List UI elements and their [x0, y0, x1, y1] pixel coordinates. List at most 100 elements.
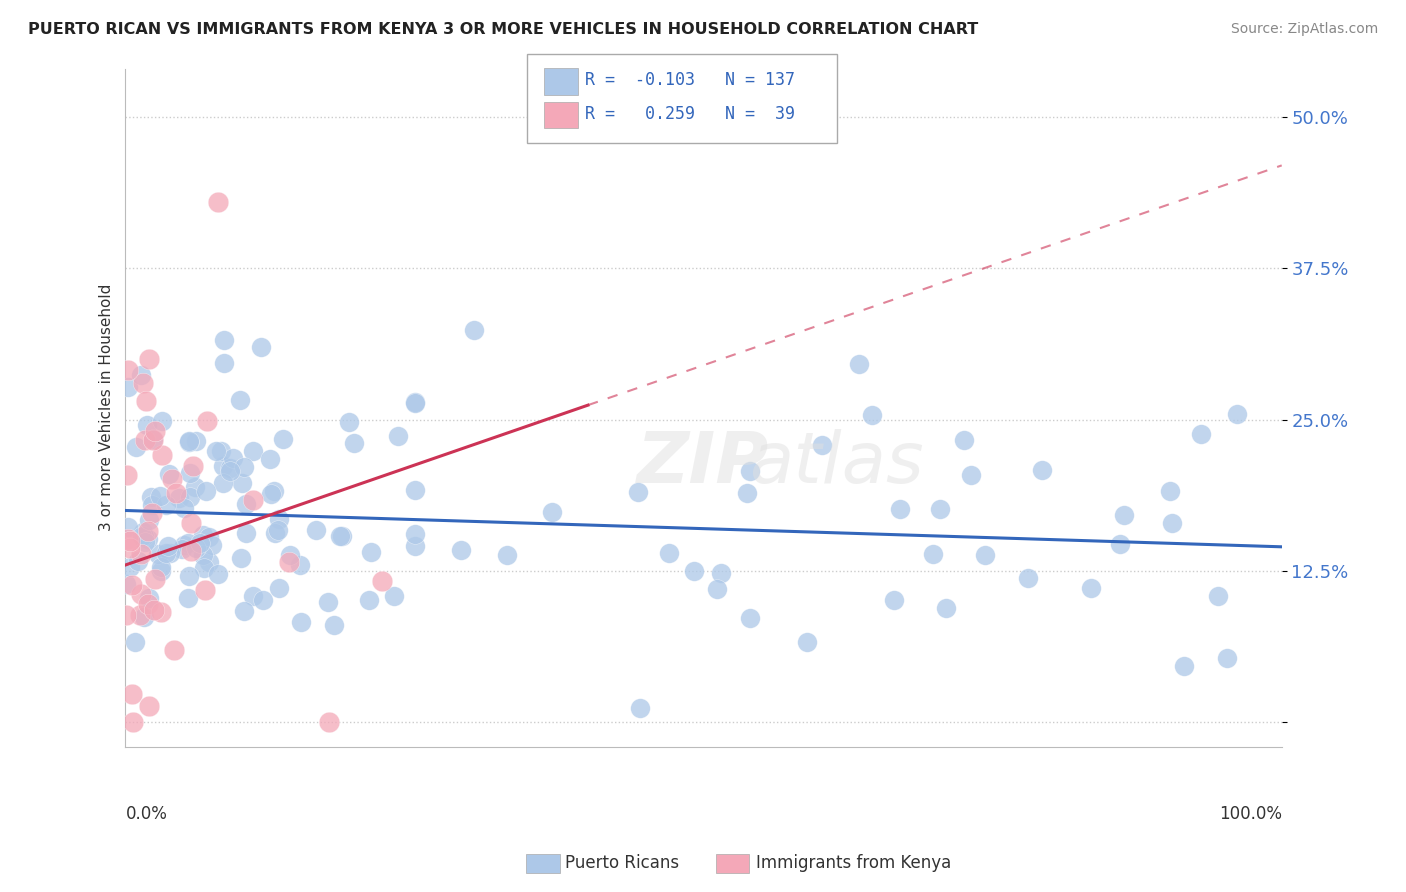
Point [706, 582, 728, 597]
Point [194, 484, 217, 499]
Point [658, 546, 681, 560]
Point [953, 433, 976, 447]
Point [160, 472, 183, 486]
Point [1226, 407, 1249, 421]
Point [121, 578, 143, 592]
Point [735, 485, 758, 500]
Point [1080, 581, 1102, 595]
Point [150, 605, 173, 619]
Point [212, 459, 235, 474]
Point [141, 490, 163, 504]
Point [149, 560, 172, 574]
Point [290, 615, 312, 629]
Point [357, 593, 380, 607]
Point [184, 434, 207, 449]
Point [180, 516, 202, 530]
Point [141, 498, 163, 512]
Point [142, 433, 165, 447]
Point [207, 566, 229, 581]
Point [134, 609, 156, 624]
Point [167, 491, 190, 505]
Point [263, 525, 285, 540]
Text: Puerto Ricans: Puerto Ricans [565, 855, 679, 872]
Point [135, 394, 157, 409]
Point [209, 444, 232, 458]
Point [342, 436, 364, 450]
Point [129, 547, 152, 561]
Point [136, 524, 159, 538]
Point [173, 500, 195, 515]
Point [159, 546, 181, 560]
Point [738, 611, 761, 625]
Point [198, 530, 221, 544]
Point [150, 448, 173, 462]
Point [233, 604, 256, 618]
Point [404, 483, 426, 497]
Point [142, 432, 165, 446]
Point [143, 572, 166, 586]
Point [127, 554, 149, 568]
Point [177, 569, 200, 583]
Point [267, 512, 290, 526]
Point [205, 444, 228, 458]
Point [330, 529, 353, 543]
Point [959, 467, 981, 482]
Point [371, 574, 394, 588]
Point [263, 483, 285, 498]
Point [1159, 484, 1181, 499]
Point [935, 601, 957, 615]
Point [278, 555, 301, 569]
Text: PUERTO RICAN VS IMMIGRANTS FROM KENYA 3 OR MORE VEHICLES IN HOUSEHOLD CORRELATIO: PUERTO RICAN VS IMMIGRANTS FROM KENYA 3 … [28, 22, 979, 37]
Point [156, 539, 179, 553]
Point [860, 409, 883, 423]
Point [214, 333, 236, 347]
Point [889, 502, 911, 516]
Point [129, 587, 152, 601]
Point [115, 577, 138, 591]
Point [125, 440, 148, 454]
Point [165, 486, 187, 500]
Point [710, 566, 733, 580]
Point [163, 643, 186, 657]
Point [120, 533, 142, 548]
Point [219, 464, 242, 478]
Point [117, 363, 139, 377]
Point [318, 715, 340, 730]
Point [974, 548, 997, 562]
Point [242, 493, 264, 508]
Point [179, 466, 201, 480]
Text: R =  -0.103   N = 137: R = -0.103 N = 137 [585, 71, 794, 89]
Point [149, 565, 172, 579]
Point [921, 547, 943, 561]
Point [132, 376, 155, 391]
Point [212, 356, 235, 370]
Point [796, 634, 818, 648]
Point [211, 476, 233, 491]
Point [384, 589, 406, 603]
Point [138, 699, 160, 714]
Point [136, 532, 159, 546]
Point [883, 593, 905, 607]
Point [198, 555, 221, 569]
Point [184, 541, 207, 555]
Point [1206, 590, 1229, 604]
Point [132, 524, 155, 539]
Point [318, 595, 340, 609]
Point [288, 558, 311, 572]
Point [121, 715, 143, 730]
Point [278, 548, 301, 562]
Text: atlas: atlas [749, 429, 924, 499]
Point [235, 525, 257, 540]
Point [1173, 658, 1195, 673]
Point [155, 498, 177, 512]
Point [360, 544, 382, 558]
Point [193, 561, 215, 575]
Point [138, 352, 160, 367]
Point [329, 529, 352, 543]
Point [1161, 516, 1184, 530]
Point [157, 467, 180, 481]
Point [235, 497, 257, 511]
Point [269, 582, 291, 596]
Point [142, 603, 165, 617]
Text: 100.0%: 100.0% [1219, 805, 1282, 822]
